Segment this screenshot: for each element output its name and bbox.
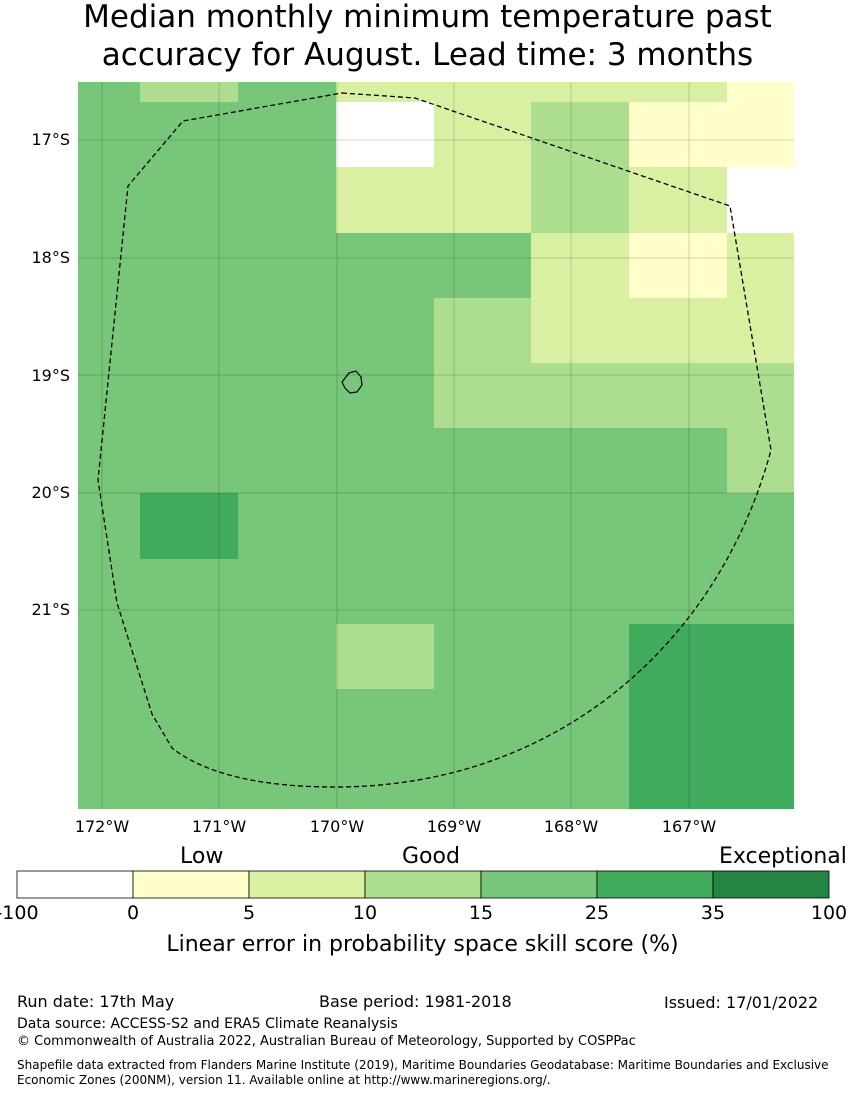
grid-cell xyxy=(336,82,434,102)
grid-cell xyxy=(434,167,531,233)
grid-cell xyxy=(434,298,531,363)
colorbar-tick: 25 xyxy=(584,902,610,924)
grid-cell xyxy=(434,363,531,428)
grid-cell xyxy=(727,689,794,755)
lon-label: 171°W xyxy=(192,817,247,836)
grid-cell xyxy=(727,167,794,233)
grid-cell xyxy=(629,689,727,755)
grid-cell xyxy=(434,102,531,167)
grid-cell xyxy=(727,82,794,102)
longitude-labels: 172°W 171°W 170°W 169°W 168°W 167°W xyxy=(75,817,717,836)
grid-cell xyxy=(727,233,794,298)
lon-label: 172°W xyxy=(75,817,130,836)
lon-label: 167°W xyxy=(662,817,717,836)
run-date: Run date: 17th May xyxy=(17,992,175,1011)
colorbar-tick: 15 xyxy=(468,902,494,924)
colorbar-word-low: Low xyxy=(180,844,224,869)
eez-boundary xyxy=(97,92,772,788)
colorbar-tick: 10 xyxy=(352,902,378,924)
colorbar-swatch xyxy=(132,870,250,899)
grid-cell xyxy=(727,102,794,167)
grid-cell xyxy=(140,82,238,102)
grid-cell xyxy=(629,624,727,689)
latitude-labels: 17°S 18°S 19°S 20°S 21°S xyxy=(31,130,70,619)
grid-cell xyxy=(629,233,727,298)
skill-map: 17°S 18°S 19°S 20°S 21°S 172°W 171°W 170… xyxy=(31,82,794,836)
grid-cell xyxy=(531,82,629,102)
grid-cell xyxy=(531,233,629,298)
grid-cell xyxy=(336,624,434,689)
grid-cell xyxy=(629,755,727,809)
grid-cell xyxy=(629,82,727,102)
colorbar-label: Linear error in probability space skill … xyxy=(166,932,679,957)
lat-label: 17°S xyxy=(31,130,70,149)
colorbar-tick: -100 xyxy=(0,902,39,924)
lat-label: 18°S xyxy=(31,248,70,267)
colorbar-swatch xyxy=(712,870,830,899)
lat-label: 19°S xyxy=(31,366,70,385)
grid-cell xyxy=(727,298,794,363)
graticule xyxy=(78,82,794,809)
colorbar-tick: 0 xyxy=(126,902,140,924)
colorbar-tick: 100 xyxy=(810,902,848,924)
grid-cell xyxy=(531,298,629,363)
colorbar-swatch xyxy=(16,870,134,899)
colorbar-swatch xyxy=(364,870,482,899)
lon-label: 168°W xyxy=(544,817,599,836)
grid-cell xyxy=(727,755,794,809)
lon-label: 170°W xyxy=(310,817,365,836)
grid-cell xyxy=(434,82,531,102)
title-line-2: accuracy for August. Lead time: 3 months xyxy=(101,37,754,73)
data-source: Data source: ACCESS-S2 and ERA5 Climate … xyxy=(17,1016,398,1032)
grid-cell xyxy=(629,102,727,167)
colorbar-swatch xyxy=(596,870,714,899)
grid-cell xyxy=(629,363,727,428)
grid-cell xyxy=(531,102,629,167)
colorbar-word-good: Good xyxy=(402,844,460,869)
colorbar-tick: 35 xyxy=(700,902,726,924)
grid-cell xyxy=(336,167,434,233)
grid-cell xyxy=(140,493,238,559)
grid-cell xyxy=(531,167,629,233)
lon-label: 169°W xyxy=(427,817,482,836)
colorbar-word-exceptional: Exceptional xyxy=(719,844,847,869)
title-line-1: Median monthly minimum temperature past xyxy=(83,0,772,35)
grid-cell xyxy=(629,298,727,363)
map-title: Median monthly minimum temperature past … xyxy=(0,0,855,74)
colorbar-swatch xyxy=(480,870,598,899)
shapefile-credit: Shapefile data extracted from Flanders M… xyxy=(17,1058,829,1087)
base-period: Base period: 1981-2018 xyxy=(319,992,512,1011)
grid-cell xyxy=(727,624,794,689)
colorbar xyxy=(16,870,830,899)
grid-cell xyxy=(531,363,629,428)
skill-grid xyxy=(78,82,794,809)
lat-label: 20°S xyxy=(31,483,70,502)
grid-cell xyxy=(336,102,434,167)
colorbar-tick: 5 xyxy=(242,902,256,924)
copyright: © Commonwealth of Australia 2022, Austra… xyxy=(17,1034,636,1049)
grid-cell xyxy=(727,363,794,428)
niue-island-outline xyxy=(341,370,363,394)
issued-date: Issued: 17/01/2022 xyxy=(664,993,819,1012)
colorbar-swatch xyxy=(248,870,366,899)
lat-label: 21°S xyxy=(31,600,70,619)
grid-cell xyxy=(727,428,794,493)
